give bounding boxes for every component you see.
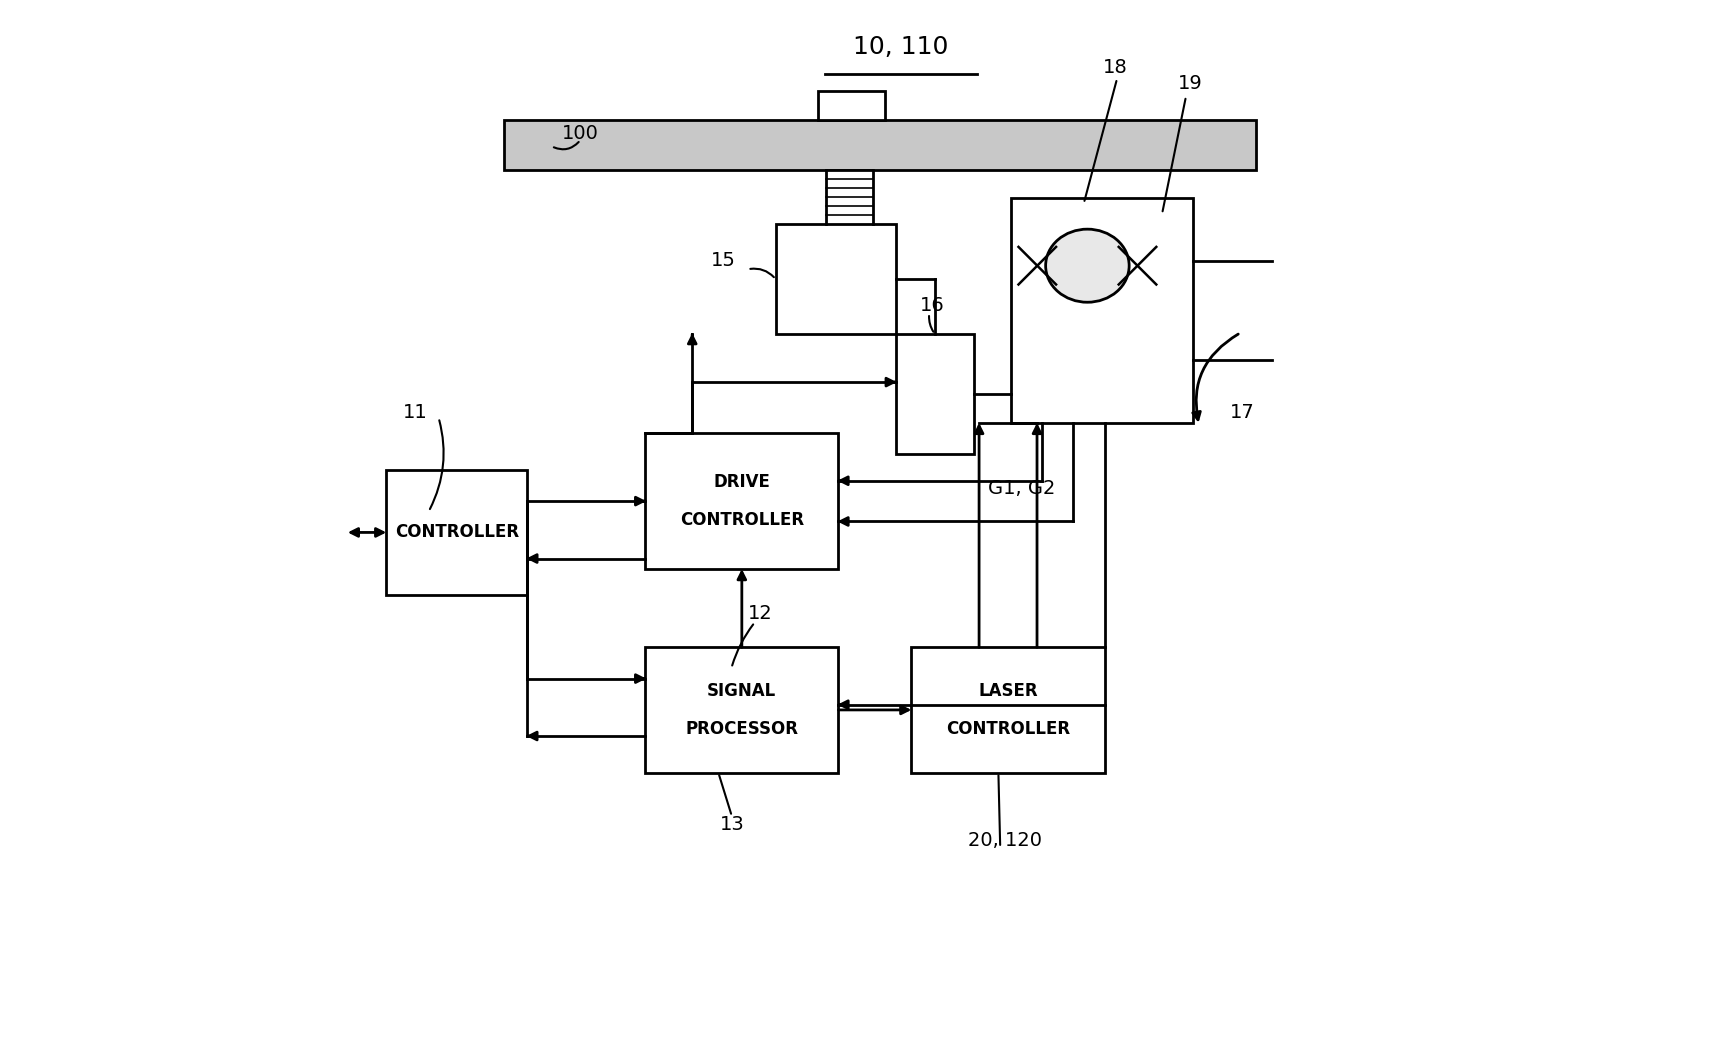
Text: G1, G2: G1, G2 bbox=[987, 479, 1055, 498]
Bar bbox=[1011, 198, 1193, 423]
Text: CONTROLLER: CONTROLLER bbox=[946, 719, 1070, 738]
Text: 18: 18 bbox=[1103, 58, 1127, 77]
Text: PROCESSOR: PROCESSOR bbox=[685, 719, 799, 738]
Text: 100: 100 bbox=[562, 124, 598, 143]
Text: 17: 17 bbox=[1229, 403, 1255, 422]
Bar bbox=[505, 120, 1255, 170]
Text: 20, 120: 20, 120 bbox=[968, 831, 1043, 850]
Text: 19: 19 bbox=[1177, 74, 1203, 93]
Text: 10, 110: 10, 110 bbox=[854, 35, 949, 58]
Bar bbox=[818, 91, 885, 120]
Text: CONTROLLER: CONTROLLER bbox=[394, 523, 519, 542]
Text: 15: 15 bbox=[711, 252, 737, 270]
Text: 12: 12 bbox=[747, 604, 773, 623]
Bar bbox=[645, 433, 839, 569]
Bar bbox=[645, 647, 839, 773]
Text: SIGNAL: SIGNAL bbox=[707, 682, 776, 701]
Bar bbox=[386, 470, 527, 595]
Ellipse shape bbox=[1046, 229, 1129, 303]
Text: 11: 11 bbox=[403, 403, 429, 422]
Bar bbox=[896, 334, 973, 454]
Bar bbox=[911, 647, 1105, 773]
Text: 16: 16 bbox=[920, 296, 944, 315]
Text: 13: 13 bbox=[719, 815, 743, 834]
Text: LASER: LASER bbox=[979, 682, 1037, 701]
Bar bbox=[776, 224, 896, 334]
Text: DRIVE: DRIVE bbox=[714, 473, 769, 492]
Text: CONTROLLER: CONTROLLER bbox=[679, 511, 804, 529]
